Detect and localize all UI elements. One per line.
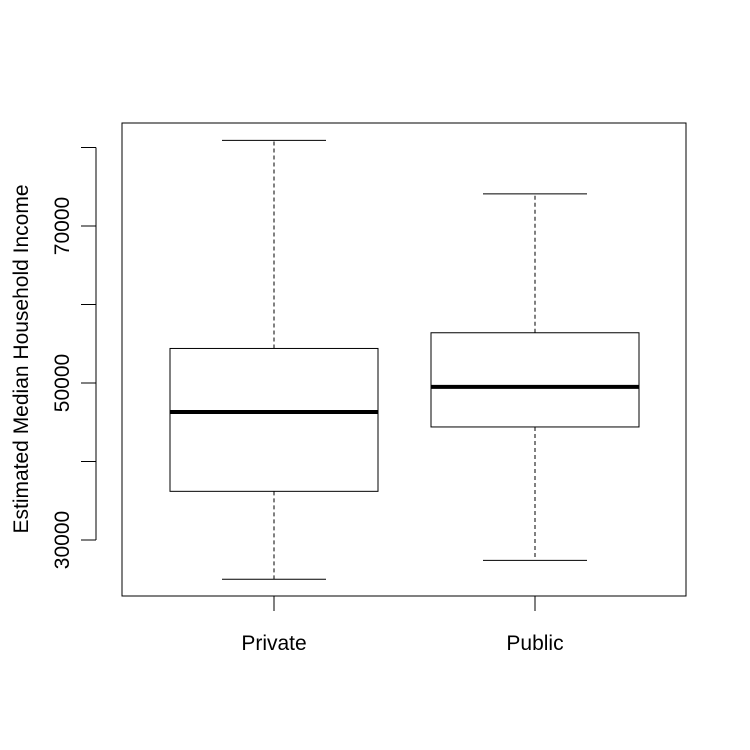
y-axis-label: Estimated Median Household Income	[10, 184, 33, 533]
plot-frame	[121, 122, 687, 597]
iqr-box-public	[430, 332, 640, 428]
x-tick-label-public: Public	[506, 632, 563, 655]
boxes-layer	[169, 139, 640, 580]
box-public	[430, 193, 640, 561]
box-private	[169, 139, 379, 580]
x-tick-label-private: Private	[241, 632, 306, 655]
y-tick-label-50000: 50000	[51, 354, 74, 412]
y-tick-label-70000: 70000	[51, 197, 74, 255]
iqr-box-private	[169, 347, 379, 492]
y-axis: 30000 50000 70000	[51, 147, 97, 569]
x-axis: Private Public	[241, 596, 564, 655]
y-tick-label-30000: 30000	[51, 511, 74, 569]
